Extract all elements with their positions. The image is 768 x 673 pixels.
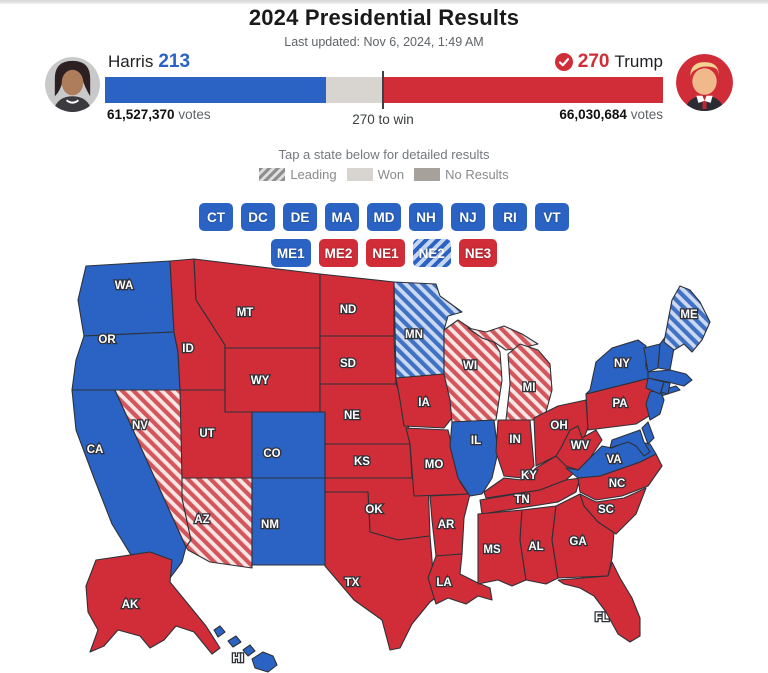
- trump-bar-segment: [383, 77, 663, 103]
- page-title: 2024 Presidential Results: [248, 5, 520, 30]
- harris-name-score: Harris 213: [108, 51, 190, 73]
- state-fl[interactable]: [557, 561, 641, 643]
- state-button-me2[interactable]: ME2: [318, 239, 359, 267]
- harris-popular-votes: 61,527,370 votes: [107, 107, 211, 122]
- legend-no-results: No Results: [414, 167, 509, 182]
- small-states-row-1: CT DC DE MA MD NH NJ RI VT: [0, 203, 768, 231]
- map-legend: Leading Won No Results: [0, 167, 768, 182]
- state-button-ct[interactable]: CT: [199, 203, 233, 231]
- state-button-ne1[interactable]: NE1: [366, 239, 405, 267]
- undecided-bar-segment: [326, 77, 383, 103]
- state-sd[interactable]: [319, 335, 397, 385]
- state-sc[interactable]: [579, 487, 647, 535]
- trump-name: Trump: [614, 52, 664, 71]
- state-me[interactable]: [663, 285, 711, 353]
- state-button-me1[interactable]: ME1: [270, 239, 311, 267]
- harris-bar-segment: [105, 77, 326, 103]
- state-ne[interactable]: [319, 383, 411, 445]
- state-button-md[interactable]: MD: [367, 203, 401, 231]
- last-updated: Last updated: Nov 6, 2024, 1:49 AM: [284, 35, 484, 49]
- state-button-vt[interactable]: VT: [535, 203, 569, 231]
- state-button-dc[interactable]: DC: [241, 203, 275, 231]
- state-nd[interactable]: [319, 273, 395, 337]
- state-wa[interactable]: [77, 260, 175, 337]
- state-wy[interactable]: [224, 347, 321, 413]
- district-seats-row: ME1 ME2 NE1 NE2 NE3: [0, 239, 768, 267]
- harris-avatar: [45, 57, 100, 112]
- state-ks[interactable]: [324, 443, 413, 479]
- page-top-border: [0, 0, 768, 4]
- state-il[interactable]: [449, 419, 499, 497]
- threshold-label: 270 to win: [352, 112, 414, 127]
- state-button-ma[interactable]: MA: [325, 203, 359, 231]
- state-tx[interactable]: [324, 491, 447, 651]
- state-la[interactable]: [427, 553, 493, 605]
- won-swatch: [346, 168, 373, 181]
- trump-popular-votes: 66,030,684 votes: [559, 107, 663, 122]
- state-mo[interactable]: [405, 427, 469, 497]
- no-results-swatch: [414, 168, 441, 181]
- state-in[interactable]: [495, 419, 535, 479]
- trump-name-score: 270 Trump: [554, 51, 664, 73]
- electoral-vote-bar: [105, 77, 663, 103]
- state-az[interactable]: [181, 477, 253, 569]
- state-ms[interactable]: [477, 509, 527, 587]
- state-nm[interactable]: [251, 477, 326, 566]
- state-co[interactable]: [251, 411, 326, 479]
- state-wi[interactable]: [443, 319, 503, 423]
- state-md[interactable]: [609, 429, 651, 457]
- state-ar[interactable]: [429, 493, 471, 557]
- map-instructions: Tap a state below for detailed results: [278, 147, 490, 162]
- state-mi[interactable]: [505, 343, 553, 421]
- state-button-ne3[interactable]: NE3: [458, 239, 498, 267]
- state-hi[interactable]: [213, 625, 278, 673]
- state-button-ne2[interactable]: NE2: [412, 239, 451, 267]
- legend-won: Won: [346, 167, 404, 182]
- state-button-de[interactable]: DE: [283, 203, 317, 231]
- state-nj[interactable]: [645, 389, 665, 421]
- state-button-nj[interactable]: NJ: [451, 203, 485, 231]
- state-button-ri[interactable]: RI: [493, 203, 527, 231]
- state-ct[interactable]: [645, 377, 665, 395]
- state-or[interactable]: [71, 331, 181, 391]
- leading-swatch: [259, 168, 286, 181]
- state-de[interactable]: [641, 421, 655, 445]
- harris-electoral-votes: 213: [158, 51, 191, 72]
- state-label-hi: HI: [232, 653, 244, 665]
- winner-check-icon: [554, 53, 573, 71]
- legend-leading: Leading: [259, 167, 337, 182]
- state-button-nh[interactable]: NH: [409, 203, 443, 231]
- state-ia[interactable]: [395, 373, 455, 429]
- trump-avatar: [676, 54, 733, 111]
- state-wv[interactable]: [555, 425, 603, 471]
- state-ri[interactable]: [660, 381, 671, 395]
- state-ak[interactable]: [85, 551, 221, 655]
- trump-electoral-votes: 270: [577, 51, 610, 72]
- 270-threshold-tick: [382, 71, 384, 109]
- harris-name: Harris: [108, 52, 154, 71]
